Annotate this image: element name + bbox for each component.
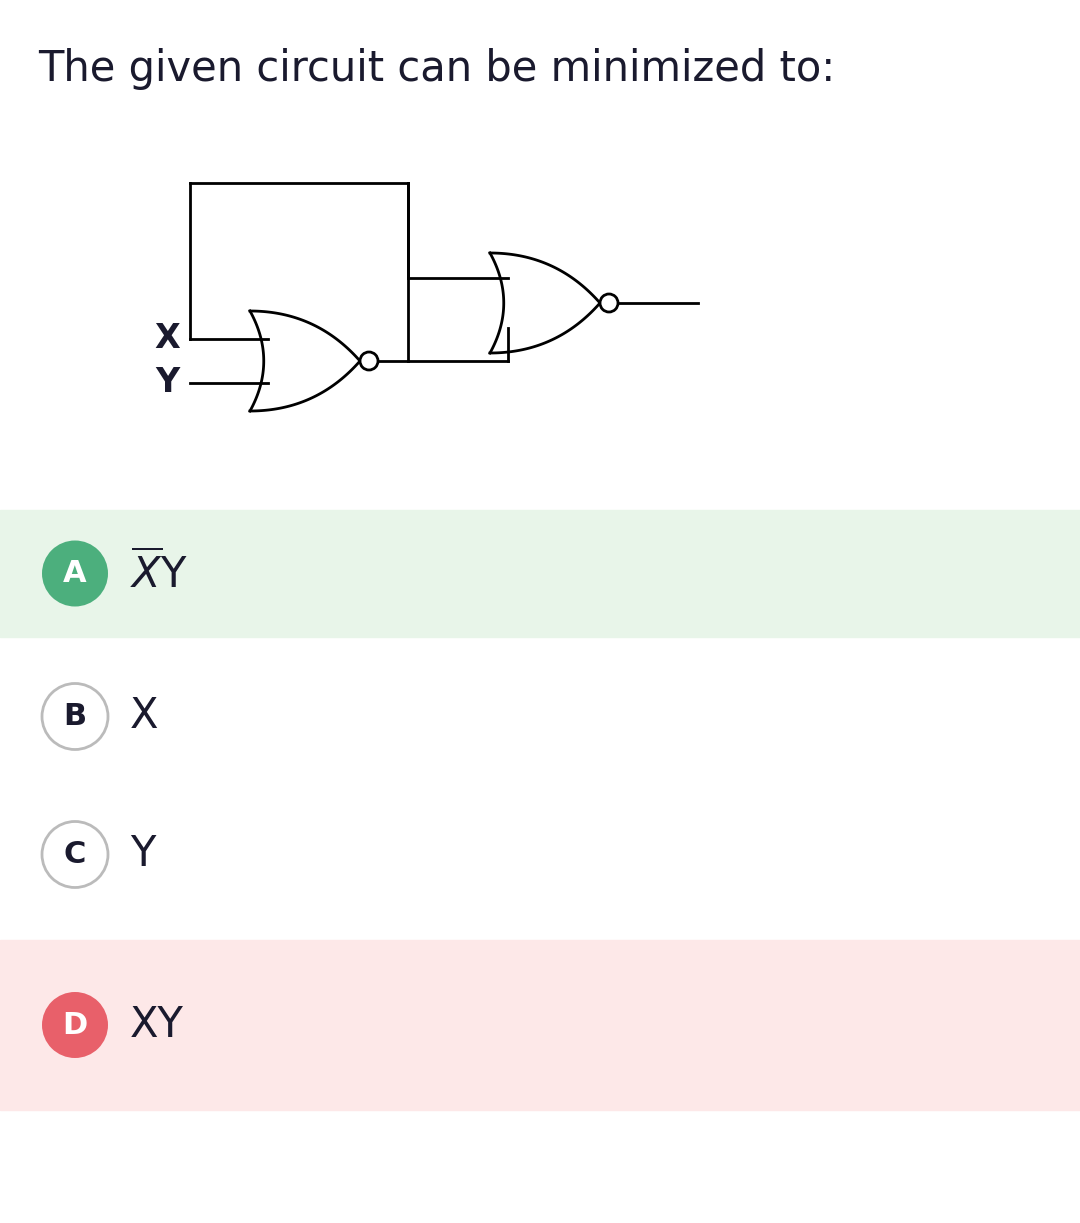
Circle shape xyxy=(600,294,618,312)
Text: Y: Y xyxy=(130,834,156,876)
Text: C: C xyxy=(64,840,86,870)
Circle shape xyxy=(360,352,378,371)
Bar xyxy=(0,796,1080,914)
Text: XY: XY xyxy=(130,1004,184,1046)
Bar xyxy=(0,656,1080,778)
Text: X: X xyxy=(154,323,180,356)
Text: D: D xyxy=(63,1010,87,1040)
Bar xyxy=(0,940,1080,1110)
Bar xyxy=(0,510,1080,637)
Text: X: X xyxy=(130,696,159,737)
Text: Y: Y xyxy=(156,367,180,400)
Text: $\overline{X}$Y: $\overline{X}$Y xyxy=(130,550,188,597)
Text: B: B xyxy=(64,702,86,731)
Circle shape xyxy=(42,992,108,1058)
Circle shape xyxy=(42,684,108,750)
Circle shape xyxy=(42,541,108,607)
Circle shape xyxy=(42,822,108,888)
Text: A: A xyxy=(64,559,86,588)
Text: The given circuit can be minimized to:: The given circuit can be minimized to: xyxy=(38,48,835,91)
